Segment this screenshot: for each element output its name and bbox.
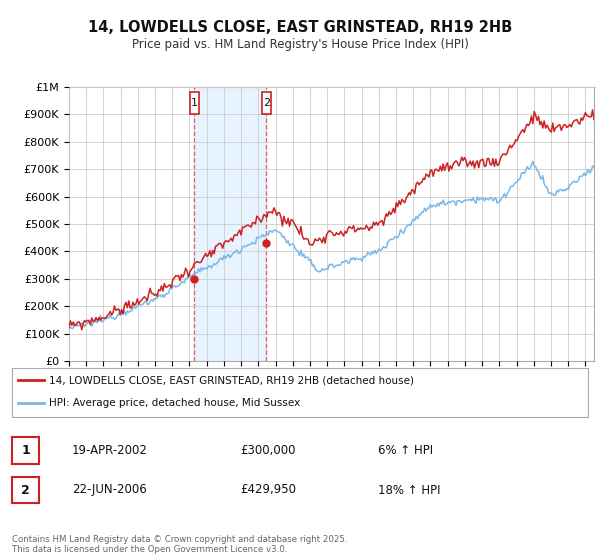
Text: 6% ↑ HPI: 6% ↑ HPI bbox=[378, 444, 433, 458]
Text: 19-APR-2002: 19-APR-2002 bbox=[72, 444, 148, 458]
Text: 2: 2 bbox=[263, 98, 270, 108]
Text: 14, LOWDELLS CLOSE, EAST GRINSTEAD, RH19 2HB (detached house): 14, LOWDELLS CLOSE, EAST GRINSTEAD, RH19… bbox=[49, 375, 415, 385]
Text: £429,950: £429,950 bbox=[240, 483, 296, 497]
Bar bbox=[194, 87, 266, 361]
Point bbox=[190, 274, 199, 283]
FancyBboxPatch shape bbox=[262, 92, 271, 114]
Text: Contains HM Land Registry data © Crown copyright and database right 2025.
This d: Contains HM Land Registry data © Crown c… bbox=[12, 535, 347, 554]
Text: HPI: Average price, detached house, Mid Sussex: HPI: Average price, detached house, Mid … bbox=[49, 398, 301, 408]
Text: 2: 2 bbox=[21, 483, 30, 497]
Text: 22-JUN-2006: 22-JUN-2006 bbox=[72, 483, 147, 497]
Text: 18% ↑ HPI: 18% ↑ HPI bbox=[378, 483, 440, 497]
Text: 14, LOWDELLS CLOSE, EAST GRINSTEAD, RH19 2HB: 14, LOWDELLS CLOSE, EAST GRINSTEAD, RH19… bbox=[88, 20, 512, 35]
FancyBboxPatch shape bbox=[190, 92, 199, 114]
Text: 1: 1 bbox=[21, 444, 30, 458]
Text: 1: 1 bbox=[191, 98, 198, 108]
Point bbox=[262, 239, 271, 248]
Text: £300,000: £300,000 bbox=[240, 444, 296, 458]
Text: Price paid vs. HM Land Registry's House Price Index (HPI): Price paid vs. HM Land Registry's House … bbox=[131, 38, 469, 51]
